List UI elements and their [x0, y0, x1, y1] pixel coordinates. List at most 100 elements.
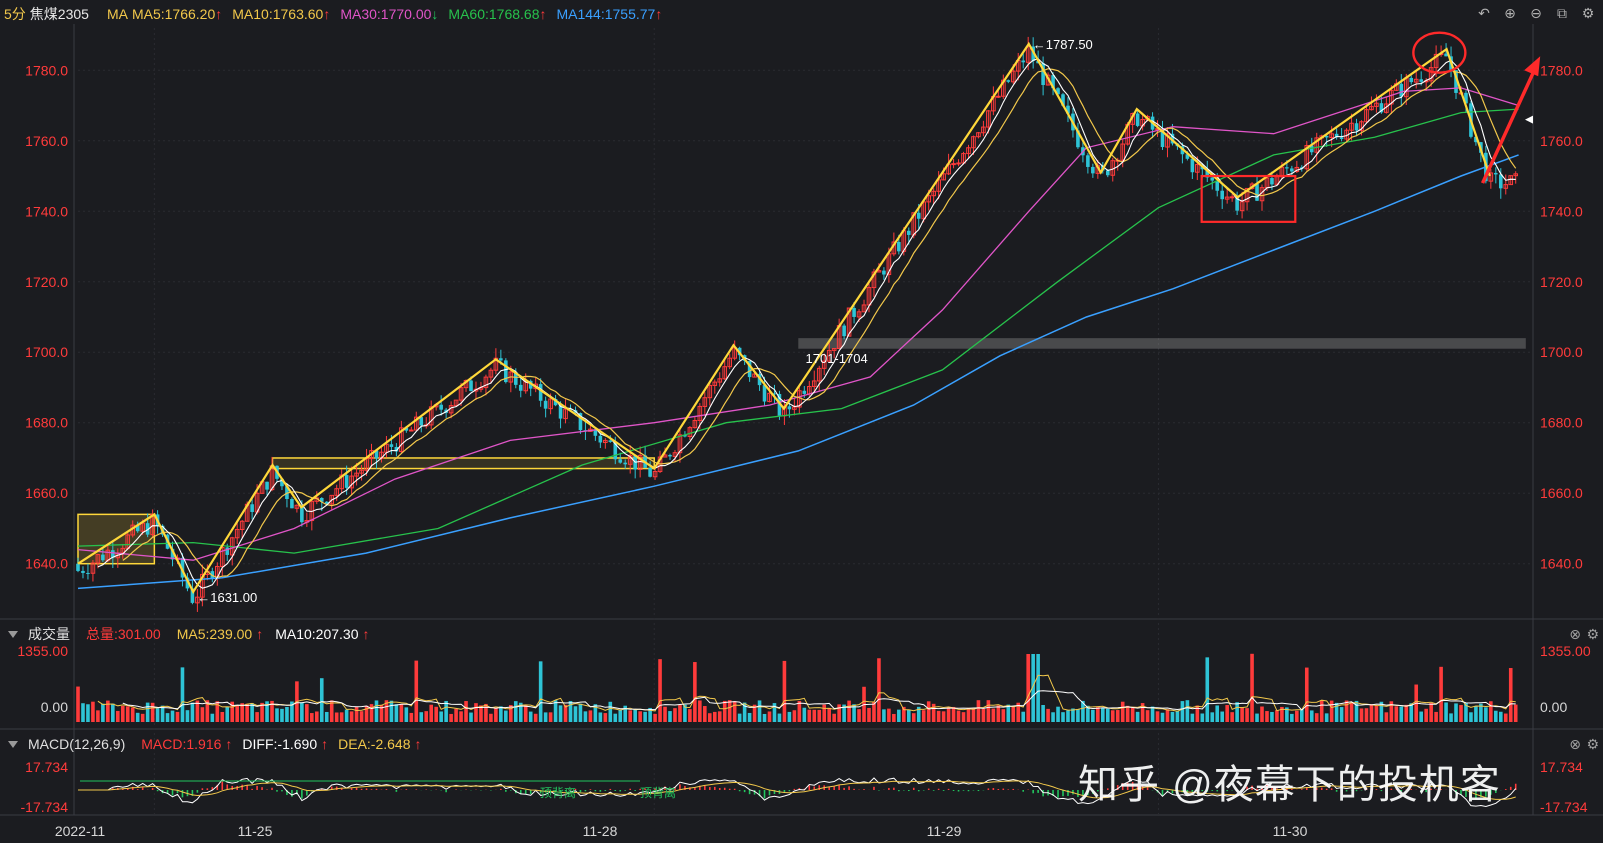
volume-bar	[305, 704, 309, 722]
collapse-icon[interactable]	[8, 630, 18, 638]
volume-bar	[81, 703, 85, 722]
volume-bar	[792, 710, 797, 722]
volume-bar	[364, 705, 369, 722]
volume-bar	[474, 703, 478, 722]
volume-bar	[887, 708, 891, 722]
volume-bar	[673, 708, 677, 722]
volume-bar	[598, 712, 603, 722]
close-icon[interactable]: ⊗	[1569, 625, 1581, 642]
candle-body	[1066, 105, 1070, 114]
candle-body	[354, 472, 359, 477]
candle-body	[906, 230, 911, 235]
volume-bar	[1190, 713, 1195, 722]
candle-body	[687, 427, 693, 438]
x-tick-label: 11-28	[583, 823, 618, 839]
volume-bar	[583, 711, 588, 722]
y-tick-label-left: 1780.0	[25, 62, 68, 78]
layout-icon[interactable]: ⧉	[1557, 5, 1567, 21]
candle-body	[469, 380, 473, 392]
volume-bar	[225, 706, 230, 722]
candle-body	[976, 132, 981, 138]
macd-tick-left: 17.734	[25, 759, 68, 775]
x-tick-label: 11-30	[1273, 823, 1308, 839]
symbol-label[interactable]: 焦煤2305	[29, 6, 89, 22]
volume-bar	[1006, 704, 1011, 722]
volume-bar	[130, 707, 135, 722]
volume-header: 成交量 总量:301.00 MA5:239.00 ↑ MA10:207.30 ↑…	[0, 622, 1603, 646]
candle-body	[90, 562, 96, 574]
volume-bar	[494, 708, 498, 722]
volume-bar	[150, 702, 155, 722]
volume-bar	[384, 700, 389, 722]
candle-body	[359, 469, 364, 474]
candle-body	[145, 523, 150, 535]
x-tick-label: 11-25	[238, 823, 273, 839]
ma-item-arrow: ↑	[215, 6, 223, 22]
candle-body	[374, 450, 379, 459]
collapse-icon[interactable]	[8, 740, 18, 748]
candle-body	[648, 467, 652, 477]
candle-body	[816, 367, 822, 382]
volume-bar	[1329, 700, 1334, 722]
candle-body	[826, 349, 832, 362]
volume-bar	[324, 711, 329, 722]
candle-body	[339, 474, 344, 490]
volume-bar	[1265, 711, 1269, 722]
zoom-in-icon[interactable]: ⊕	[1504, 5, 1516, 21]
volume-bar	[732, 701, 737, 722]
ma-item-arrow: ↑	[539, 6, 547, 22]
candle-body	[637, 454, 643, 470]
undo-icon[interactable]: ↶	[1478, 5, 1490, 21]
y-tick-label-left: 1760.0	[25, 133, 68, 149]
volume-bar	[1359, 708, 1364, 722]
grid-layer	[0, 24, 1603, 816]
volume-tick-left: 0.00	[41, 699, 68, 715]
volume-bar	[1230, 712, 1234, 722]
volume-ma5: MA5:239.00	[176, 626, 253, 642]
candle-body	[821, 360, 827, 369]
close-icon[interactable]: ⊗	[1569, 735, 1581, 752]
volume-bar	[404, 707, 409, 722]
volume-bar	[349, 711, 354, 722]
red-highlight-box	[1200, 174, 1297, 223]
volume-bar	[563, 704, 568, 722]
volume-bar	[1285, 707, 1289, 722]
volume-bar	[717, 711, 722, 722]
diff-value: DIFF:-1.690	[242, 736, 318, 752]
volume-bar	[1165, 709, 1170, 722]
volume-bar	[1036, 654, 1040, 722]
volume-bar	[523, 705, 528, 722]
settings-icon[interactable]: ⚙	[1581, 5, 1595, 21]
period-label[interactable]: 5分	[4, 6, 26, 22]
volume-bar	[240, 703, 244, 722]
volume-bar	[1299, 709, 1304, 722]
volume-bar	[245, 703, 249, 722]
candle-body	[135, 525, 140, 532]
candle-body	[787, 406, 792, 410]
ma-lines-layer	[77, 58, 1519, 590]
volume-bar	[683, 704, 687, 722]
volume-bar	[1270, 711, 1274, 722]
candle-body	[956, 162, 961, 165]
ma-item-text: MA144:1755.77	[556, 6, 656, 22]
candle-body	[1210, 177, 1215, 181]
candle-body	[1255, 183, 1259, 201]
candle-body	[1051, 75, 1055, 89]
candle-body	[1474, 136, 1478, 143]
volume-bar	[698, 700, 702, 722]
gear-icon[interactable]: ⚙	[1586, 735, 1599, 752]
zoom-out-icon[interactable]: ⊖	[1530, 5, 1542, 21]
volume-bar	[623, 705, 628, 722]
macd-tick-right: 17.734	[1540, 759, 1583, 775]
gear-icon[interactable]: ⚙	[1586, 625, 1599, 642]
macd-arrow: ↑	[225, 736, 233, 752]
volume-bar	[125, 706, 130, 722]
candle-body	[280, 478, 284, 487]
candle-body	[672, 452, 678, 457]
volume-bar	[394, 704, 399, 722]
candle-body	[986, 110, 991, 128]
candle-body	[623, 462, 628, 465]
volume-bar	[1056, 706, 1060, 722]
volume-bar	[1479, 703, 1483, 722]
